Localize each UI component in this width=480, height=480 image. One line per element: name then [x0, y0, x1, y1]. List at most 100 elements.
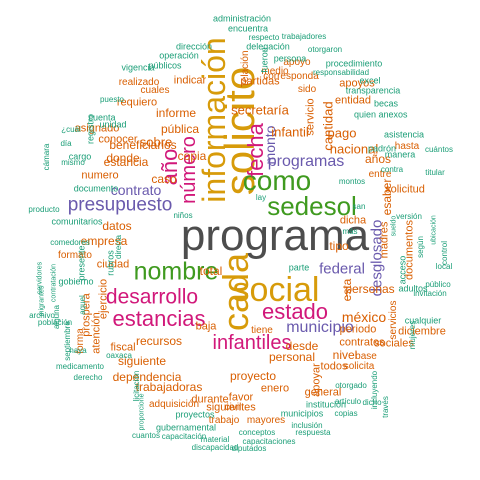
- word-trabajadoras: trabajadoras: [135, 380, 203, 394]
- word-otorgado: otorgado: [335, 381, 367, 390]
- word-cargo: cargo: [68, 151, 92, 162]
- word-proyectos: proyectos: [175, 409, 215, 420]
- word-enero: enero: [260, 382, 290, 395]
- word-lay: lay: [255, 193, 267, 202]
- word-periodo: periodo: [339, 323, 377, 336]
- word-proporcione: proporcione: [138, 393, 146, 431]
- word-servicios: servicios: [388, 300, 399, 340]
- word-copias: copias: [334, 409, 358, 418]
- word-presupuesto: presupuesto: [67, 194, 173, 216]
- word-tiene: tiene: [251, 325, 273, 336]
- word-favor: favor: [228, 391, 254, 404]
- word-conocer: conocer: [98, 133, 138, 146]
- word-anos: años: [364, 152, 392, 166]
- word-apoyo: apoyo: [283, 57, 311, 68]
- word-diputados: diputados: [231, 444, 267, 453]
- word-comunitarios: comunitarios: [51, 216, 103, 227]
- word-esta: esta: [340, 278, 354, 302]
- word-quien: quien: [353, 109, 377, 120]
- word-solicita: solicita: [343, 361, 375, 372]
- word-hasta: hasta: [394, 141, 420, 152]
- word-relacion: relación: [240, 50, 251, 86]
- word-base: base: [355, 351, 377, 362]
- word-dia: día: [60, 139, 72, 148]
- word-federal: federal: [319, 260, 365, 278]
- word-delegacion: delegación: [246, 41, 290, 52]
- word-registro: registro: [85, 113, 96, 145]
- word-mexico: méxico: [341, 309, 387, 325]
- word-beneficiarios: beneficiarios: [109, 138, 177, 152]
- word-camara: cámara: [42, 143, 51, 171]
- word-numero: número: [178, 136, 200, 204]
- word-caso: caso: [151, 172, 177, 186]
- word-total: total: [199, 264, 223, 278]
- word-haya: haya: [69, 346, 87, 355]
- word-estancias: estancias: [112, 306, 206, 331]
- word-datos: datos: [102, 219, 132, 233]
- word-puesto: puesto: [99, 95, 125, 104]
- word-baja: baja: [195, 320, 217, 333]
- word-ejercicio: ejercicio: [97, 278, 110, 320]
- word-acceso: acceso: [397, 255, 408, 285]
- word-aquel: aquel: [78, 295, 87, 315]
- word-san: san: [352, 202, 366, 211]
- word-adquisicion: adquisición: [148, 399, 200, 410]
- word-documento: documento: [73, 183, 119, 194]
- word-manera: manera: [384, 149, 416, 160]
- word-padron: padrón: [367, 143, 397, 154]
- word-todos: todos: [320, 360, 348, 373]
- word-archivo: archivo: [29, 311, 55, 320]
- word-asistencia: asistencia: [383, 129, 425, 140]
- word-direccion: dirección: [175, 41, 213, 52]
- word-trabajo: trabajo: [208, 415, 240, 426]
- word-infantil: infantil: [271, 124, 309, 140]
- word-medio: medio: [261, 66, 289, 77]
- word-version: versión: [396, 212, 422, 221]
- word-pago: pago: [327, 125, 357, 141]
- word-programa: programa: [180, 211, 370, 260]
- word-ninos: niños: [173, 211, 193, 220]
- word-social: social: [232, 271, 320, 309]
- word-recursos: recursos: [135, 334, 183, 348]
- word-siguientes: siguientes: [206, 401, 256, 414]
- word-becas: becas: [373, 98, 399, 109]
- word-inclusion: inclusión: [291, 421, 323, 430]
- word-cual: ¿cuál: [61, 125, 81, 134]
- word-informe: informe: [155, 106, 197, 120]
- word-secretaria: secretaría: [231, 102, 289, 118]
- word-partidas: partidas: [240, 75, 280, 88]
- word-durante: durante: [191, 393, 229, 406]
- word-donde: donde: [106, 151, 140, 165]
- word-segun: según: [416, 236, 425, 258]
- word-personal: personal: [268, 350, 316, 364]
- word-infantiles: infantiles: [212, 332, 292, 354]
- word-medicamento: medicamento: [55, 362, 105, 371]
- word-cuantos: cuántos: [424, 145, 454, 154]
- word-cualquier: cualquier: [404, 315, 442, 326]
- word-nacional: nacional: [329, 141, 379, 157]
- word-operacion: operación: [159, 50, 199, 61]
- word-personas: personas: [345, 282, 395, 296]
- word-cuales: cuales: [140, 85, 170, 96]
- word-apoyos: apoyos: [339, 77, 375, 90]
- word-administracion: administración: [212, 13, 272, 24]
- word-publicos: públicos: [148, 60, 182, 71]
- word-sido: sido: [297, 84, 317, 95]
- word-presente: presente: [76, 245, 87, 281]
- word-mas: más: [342, 227, 358, 236]
- word-cuantos: cuantos: [131, 431, 161, 440]
- word-servicio: servicio: [304, 98, 317, 136]
- word-contrato: contrato: [110, 182, 162, 198]
- word-copia: copia: [177, 149, 207, 163]
- word-anexos: anexos: [378, 109, 408, 120]
- word-ubicacion: ubicación: [430, 215, 438, 245]
- word-realizado: realizado: [118, 77, 160, 88]
- word-estado: estado: [261, 299, 329, 324]
- word-civil: civil: [224, 402, 242, 413]
- word-solicitud: solicitud: [385, 183, 425, 196]
- word-dependencia: dependencia: [112, 370, 182, 384]
- word-cuenta: cuenta: [88, 112, 116, 123]
- word-procedimiento: procedimiento: [325, 58, 383, 69]
- word-capacitaciones: capacitaciones: [242, 437, 296, 446]
